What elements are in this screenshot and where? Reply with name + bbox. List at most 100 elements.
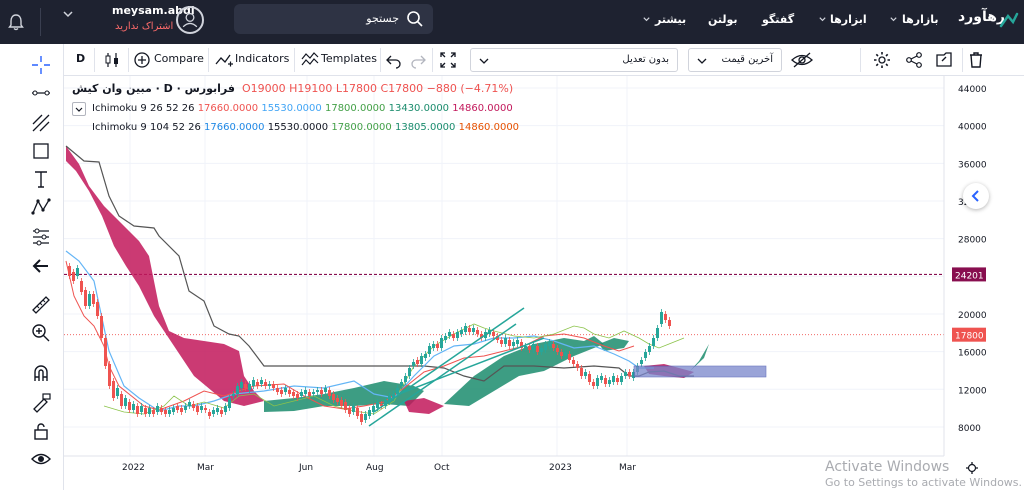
crosshair-icon[interactable] — [30, 54, 52, 76]
candle — [116, 385, 119, 399]
pattern-icon[interactable] — [30, 196, 52, 218]
candle — [148, 405, 151, 417]
nav-tools[interactable]: ابزارها — [830, 13, 867, 26]
bell-icon[interactable] — [6, 12, 26, 32]
rectangle-icon[interactable] — [30, 140, 52, 162]
candle — [600, 373, 603, 383]
candle — [468, 325, 471, 335]
time-tick-label: Mar — [197, 463, 214, 473]
candle — [480, 331, 483, 341]
activate-windows-title: Activate Windows — [825, 459, 950, 475]
candle — [336, 395, 339, 405]
nav-markets[interactable]: بازارها — [902, 13, 939, 26]
price-label-box — [952, 327, 986, 342]
magnet-icon[interactable] — [30, 362, 52, 384]
candle — [420, 353, 423, 367]
adjustment-select[interactable]: بدون تعدیل — [470, 48, 678, 72]
candles-icon[interactable] — [102, 50, 122, 70]
fib-tool-icon[interactable] — [30, 112, 52, 134]
candle — [668, 317, 671, 329]
price-type-select[interactable]: آخرین قیمت — [688, 48, 782, 72]
redo-icon[interactable] — [408, 50, 428, 70]
trash-icon[interactable] — [966, 50, 986, 70]
snapshot-icon[interactable] — [934, 50, 954, 70]
trend-line — [368, 323, 517, 427]
trend-line-icon[interactable] — [30, 82, 52, 104]
ruler-icon[interactable] — [30, 294, 52, 316]
candle — [108, 361, 111, 389]
adjustment-value: بدون تعدیل — [622, 54, 669, 65]
price-label: 24201 — [955, 271, 984, 281]
text-icon[interactable] — [30, 168, 52, 190]
candle — [384, 397, 387, 409]
indicator-lines — [65, 145, 694, 415]
candle — [332, 391, 335, 403]
price-tick-label: 40000 — [958, 123, 987, 133]
candle — [660, 309, 663, 327]
candle — [560, 349, 563, 359]
user-avatar-icon[interactable] — [176, 6, 204, 34]
candle — [500, 337, 503, 347]
candle — [76, 265, 79, 279]
candle — [564, 349, 567, 359]
arrow-left-icon[interactable] — [30, 255, 52, 277]
templates-button[interactable]: Templates — [321, 52, 377, 65]
zoom-in-icon[interactable] — [30, 322, 52, 344]
price-tick-label: 16000 — [958, 349, 987, 359]
interval-button[interactable]: D — [76, 52, 86, 65]
candle — [620, 373, 623, 385]
nav-bulletin[interactable]: بولتن — [708, 13, 738, 26]
ichimoku-cloud — [66, 146, 709, 414]
eye-icon[interactable] — [30, 448, 52, 470]
candle — [92, 291, 95, 307]
kumo-bullish — [264, 381, 424, 412]
side-panel-toggle[interactable] — [963, 183, 989, 209]
tenkan-line — [65, 250, 654, 412]
candle — [408, 365, 411, 379]
candle — [292, 389, 295, 399]
candlesticks — [68, 263, 671, 425]
indicators-button[interactable]: Indicators — [235, 52, 290, 65]
candle — [444, 333, 447, 343]
templates-icon[interactable] — [300, 50, 320, 70]
candle — [596, 375, 599, 389]
candle — [184, 403, 187, 413]
settings-gear-icon[interactable] — [872, 50, 892, 70]
candle — [316, 387, 319, 395]
nav-more[interactable]: بیشتر — [655, 13, 687, 26]
compare-button[interactable]: Compare — [154, 52, 204, 65]
lock-drawing-icon[interactable] — [30, 391, 52, 413]
collapse-legend-button[interactable] — [72, 102, 86, 116]
indicator-value: 17660.0000 — [204, 122, 265, 133]
candle — [460, 327, 463, 337]
candle — [580, 365, 583, 379]
prediction-icon[interactable] — [30, 226, 52, 248]
candle — [288, 387, 291, 397]
plus-circle-icon[interactable] — [132, 50, 152, 70]
candle — [256, 379, 259, 389]
price-tick-label: 44000 — [958, 85, 987, 95]
price-tick-label: 20000 — [958, 311, 987, 321]
candle — [112, 378, 115, 401]
search-placeholder: جستجو — [366, 12, 399, 25]
candle — [440, 335, 443, 351]
candle — [300, 389, 303, 399]
candle — [228, 395, 231, 411]
search-input[interactable]: جستجو — [234, 4, 433, 34]
top-navbar: meysam.abdi اشتراک ندارید جستجو بیشتر بو… — [0, 0, 1024, 44]
price-chart[interactable]: 4400040000360003200028000240002000016000… — [64, 76, 1024, 490]
undo-icon[interactable] — [384, 50, 404, 70]
candle — [424, 351, 427, 361]
indicators-icon[interactable] — [214, 50, 234, 70]
candle — [72, 269, 75, 284]
fullscreen-icon[interactable] — [438, 50, 458, 70]
nav-chat[interactable]: گفتگو — [762, 13, 795, 26]
chevron-down-icon[interactable] — [62, 8, 74, 20]
username[interactable]: meysam.abdi — [112, 4, 195, 17]
lock-icon[interactable] — [30, 420, 52, 442]
candle — [232, 391, 235, 399]
app-logo[interactable]: رهآورد — [958, 9, 1005, 25]
eye-slash-icon[interactable] — [790, 50, 814, 70]
share-icon[interactable] — [904, 50, 924, 70]
divider — [380, 48, 381, 72]
